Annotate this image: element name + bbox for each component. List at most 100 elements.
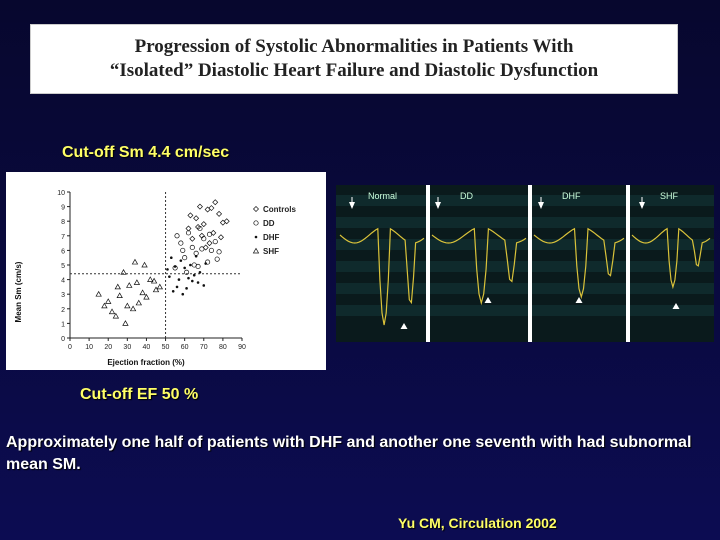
legend-marker-shf	[252, 247, 260, 254]
echo-waveforms	[339, 227, 711, 326]
scatter-point-dd	[182, 255, 188, 261]
y-tick-label: 10	[57, 190, 65, 197]
echo-up-triangle-icon	[400, 323, 408, 329]
echo-divider	[528, 185, 532, 342]
scatter-point-shf	[95, 290, 102, 297]
echo-band	[336, 195, 714, 206]
scatter-point-shf	[101, 302, 108, 309]
scatter-point-dhf	[194, 254, 198, 258]
echo-down-arrow-icon	[349, 202, 355, 209]
scatter-point-controls	[210, 229, 217, 236]
echo-down-arrow-icon	[639, 202, 645, 209]
echo-label-dhf: DHF	[562, 191, 581, 201]
legend-marker-controls	[253, 206, 259, 212]
scatter-point-controls	[189, 235, 196, 242]
scatter-point-controls	[187, 212, 194, 219]
echo-waveform	[431, 227, 527, 306]
scatter-point-dhf	[185, 287, 188, 290]
x-tick-label: 80	[219, 344, 227, 351]
scatter-axes: 0 1 2 3 4 5 6 7 8 9 10 0 10 20 30 40 50 60 70 80 90	[57, 190, 246, 351]
scatter-point-dd	[189, 244, 195, 251]
scatter-point-dhf	[198, 271, 202, 274]
scatter-point-shf	[126, 282, 133, 288]
echo-waveform	[631, 227, 711, 290]
scatter-point-shf	[139, 289, 146, 296]
scatter-point-dd	[214, 256, 220, 262]
scatter-point-controls	[185, 225, 192, 232]
scatter-point-dd	[212, 239, 218, 245]
scatter-point-shf	[147, 276, 154, 282]
scatter-point-dhf	[177, 278, 181, 281]
y-tick-label: 7	[61, 234, 65, 241]
scatter-points	[95, 199, 230, 326]
scatter-point-shf	[129, 305, 137, 312]
scatter-point-controls	[202, 244, 209, 251]
echo-up-triangle-icon	[484, 297, 492, 303]
scatter-x-axis-label: Ejection fraction (%)	[107, 358, 185, 367]
y-tick-label: 4	[61, 278, 65, 285]
echo-waveform	[339, 227, 425, 326]
scatter-point-controls	[193, 215, 200, 222]
scatter-point-shf	[131, 258, 139, 265]
scatter-y-axis-label: Mean Sm (cm/s)	[14, 261, 23, 322]
citation: Yu CM, Circulation 2002	[398, 515, 557, 531]
echo-up-triangle-icon	[575, 297, 583, 303]
scatter-point-dd	[178, 240, 184, 246]
x-tick-label: 30	[123, 344, 131, 351]
scatter-point-shf	[135, 299, 142, 306]
y-tick-label: 3	[61, 292, 65, 299]
x-tick-label: 20	[104, 344, 112, 351]
echo-band	[336, 239, 714, 250]
echo-divider	[426, 185, 430, 342]
x-tick-label: 70	[200, 344, 208, 351]
y-tick-label: 9	[61, 205, 65, 212]
scatter-point-shf	[116, 292, 123, 299]
echo-down-arrow-icon	[435, 202, 441, 209]
legend-marker-dhf	[254, 235, 258, 239]
scatter-point-dhf	[168, 275, 171, 278]
scatter-point-dd	[208, 247, 214, 253]
x-tick-label: 40	[143, 344, 151, 351]
scatter-point-dd	[180, 247, 186, 253]
scatter-point-shf	[120, 268, 127, 275]
scatter-point-controls	[196, 203, 203, 210]
scatter-point-dhf	[171, 289, 175, 293]
scatter-point-dhf	[166, 268, 169, 271]
title-line-2: “Isolated” Diastolic Heart Failure and D…	[109, 60, 599, 81]
title-line-1: Progression of Systolic Abnormalities in…	[134, 36, 574, 57]
echo-band	[336, 261, 714, 272]
echo-waveform	[533, 227, 625, 300]
scatter-point-dd	[201, 236, 207, 242]
cutoff-sm-label: Cut-off Sm 4.4 cm/sec	[62, 144, 230, 161]
scatter-point-shf	[122, 320, 129, 326]
scatter-point-dd	[199, 246, 205, 252]
scatter-point-controls	[212, 199, 219, 206]
echo-label-shf: SHF	[660, 191, 679, 201]
scatter-point-dd	[195, 263, 201, 270]
scatter-legend: Controls DD DHF SHF	[252, 205, 296, 256]
scatter-point-dd	[205, 259, 211, 265]
scatter-point-dhf	[183, 266, 186, 270]
scatter-point-dd	[193, 250, 199, 256]
scatter-point-controls	[208, 205, 215, 212]
scatter-point-shf	[156, 283, 164, 290]
scatter-point-controls	[200, 221, 207, 228]
echo-panel: Normal DD DHF SHF	[336, 185, 714, 342]
scatter-point-shf	[141, 261, 148, 268]
echo-down-arrow-icon	[538, 202, 544, 209]
scatter-point-dd	[197, 225, 203, 232]
scatter-point-dhf	[202, 284, 206, 287]
legend-marker-dd	[253, 220, 259, 226]
scatter-point-controls	[216, 210, 223, 217]
scatter-point-dhf	[179, 259, 183, 262]
scatter-point-shf	[112, 312, 120, 319]
cutoff-ef-label: Cut-off EF 50 %	[80, 386, 199, 403]
scatter-point-dhf	[196, 281, 200, 284]
scatter-point-shf	[108, 308, 116, 315]
y-tick-label: 5	[61, 263, 65, 270]
scatter-point-shf	[133, 279, 141, 285]
scatter-chart: 0 1 2 3 4 5 6 7 8 9 10 0 10 20 30 40 50 60 70 80 90 Controls…	[14, 190, 296, 367]
scatter-point-dhf	[181, 292, 185, 296]
legend-label: DHF	[263, 233, 280, 242]
echo-divider	[626, 185, 630, 342]
